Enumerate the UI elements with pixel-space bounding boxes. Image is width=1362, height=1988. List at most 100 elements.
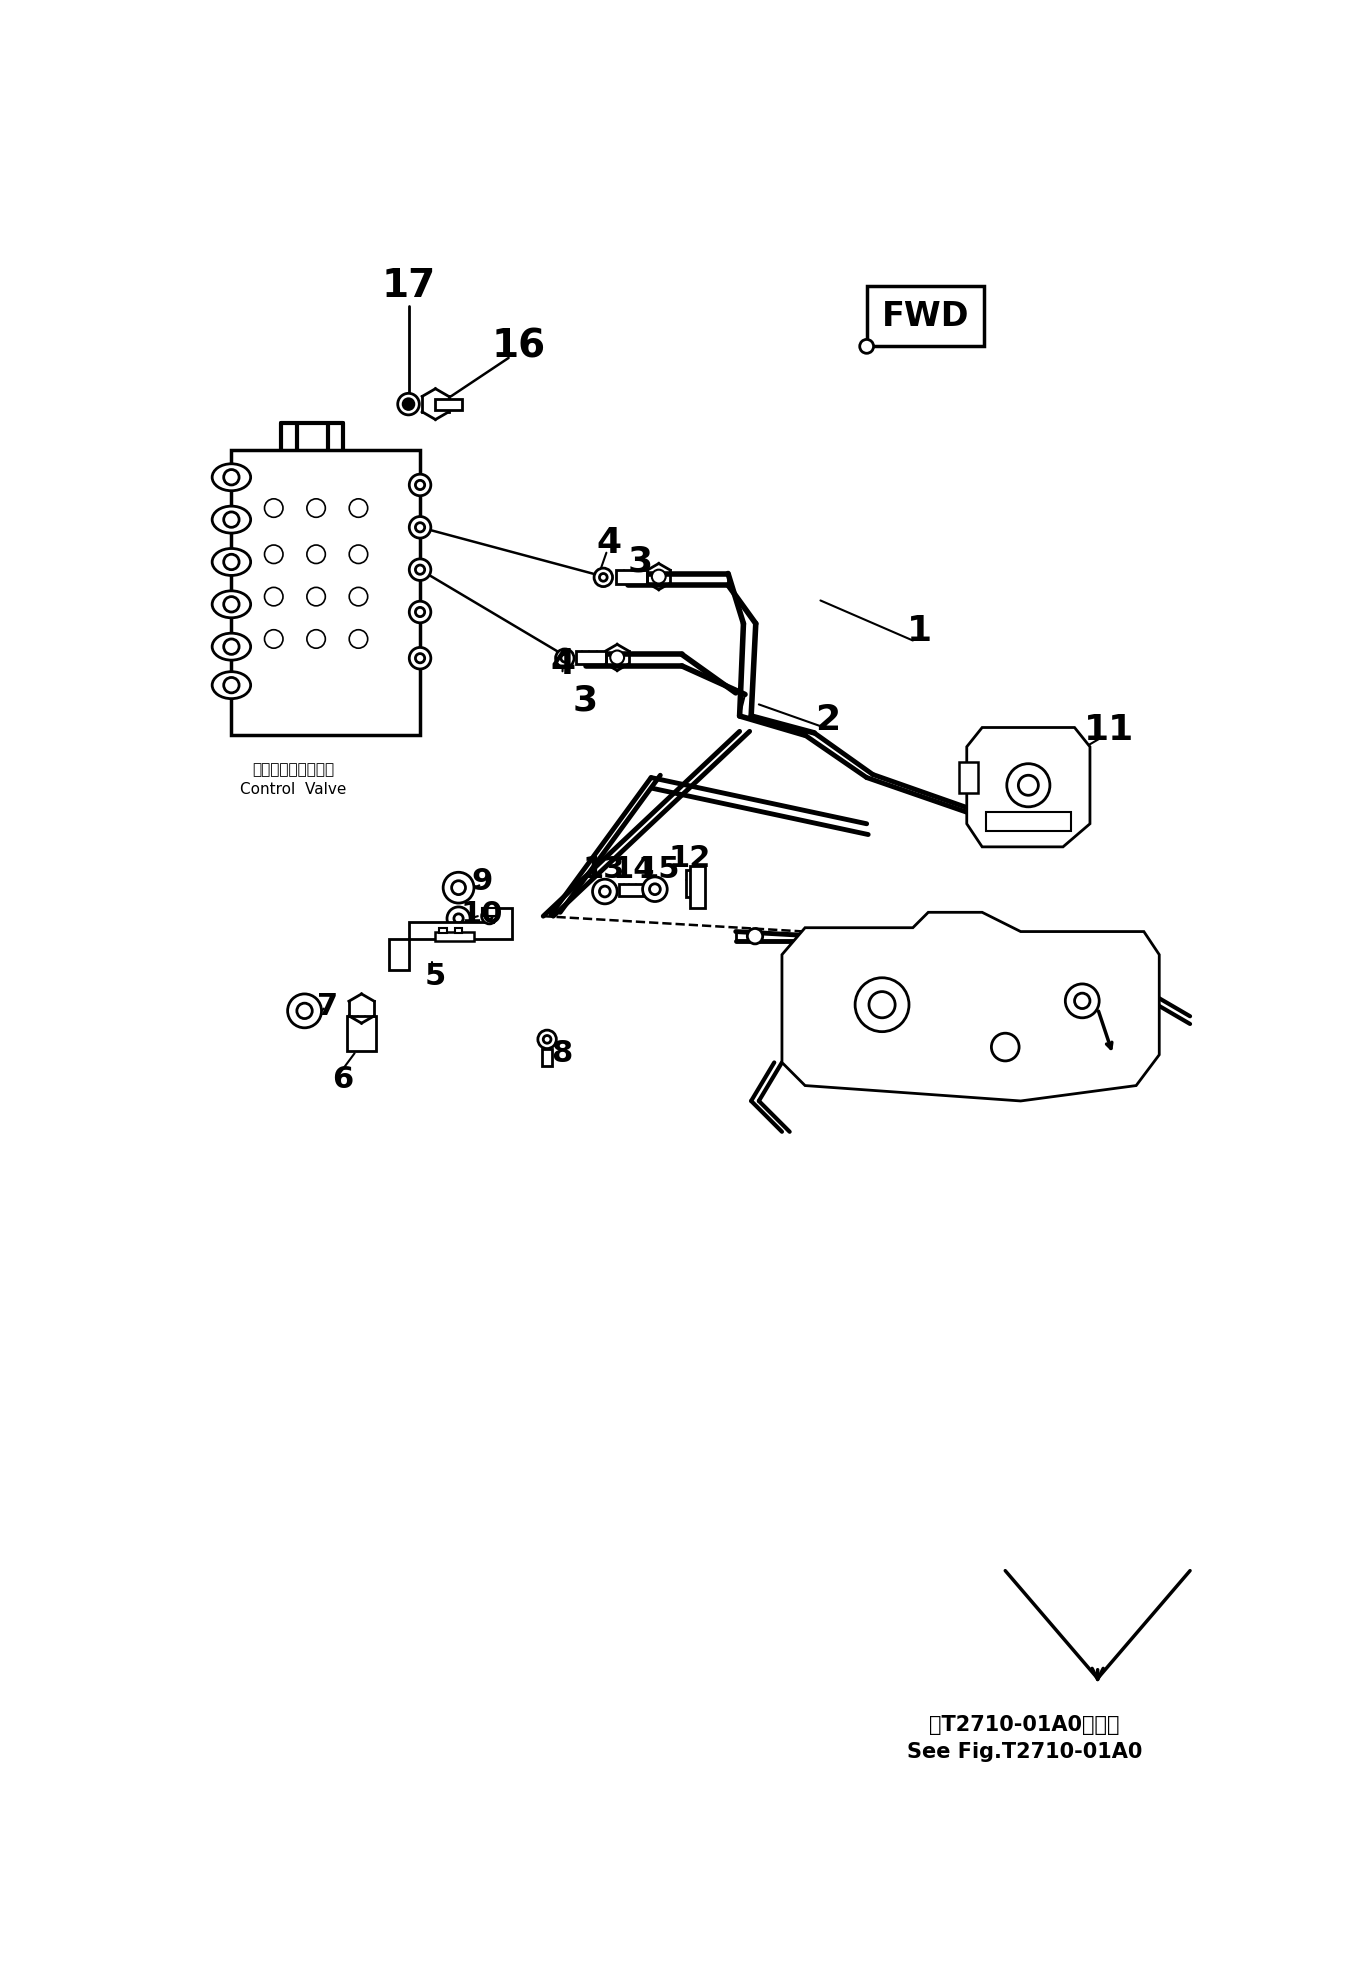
- Text: 3: 3: [628, 545, 652, 579]
- Circle shape: [349, 545, 368, 563]
- Ellipse shape: [212, 672, 251, 698]
- Circle shape: [287, 994, 321, 1028]
- Bar: [232, 451, 419, 736]
- Text: 6: 6: [332, 1066, 354, 1093]
- Circle shape: [415, 565, 425, 575]
- Circle shape: [452, 881, 466, 895]
- Ellipse shape: [212, 507, 251, 533]
- Bar: [482, 909, 497, 916]
- Text: 5: 5: [425, 962, 447, 990]
- Circle shape: [223, 678, 240, 694]
- Circle shape: [223, 469, 240, 485]
- Text: 9: 9: [471, 867, 492, 897]
- Circle shape: [415, 654, 425, 662]
- Circle shape: [454, 914, 463, 922]
- Circle shape: [594, 569, 613, 586]
- Text: Control  Valve: Control Valve: [240, 781, 346, 797]
- Circle shape: [992, 1034, 1019, 1062]
- Text: FWD: FWD: [881, 300, 968, 332]
- Circle shape: [223, 555, 240, 571]
- Text: 15: 15: [637, 855, 680, 885]
- Circle shape: [297, 1004, 312, 1018]
- Circle shape: [415, 481, 425, 489]
- Text: 11: 11: [1084, 714, 1135, 747]
- Bar: [866, 286, 983, 346]
- Circle shape: [599, 573, 607, 580]
- Text: 12: 12: [669, 845, 711, 873]
- Bar: [347, 1016, 376, 1052]
- Bar: [542, 1048, 553, 1066]
- Text: 8: 8: [552, 1038, 572, 1068]
- Circle shape: [306, 630, 326, 648]
- Bar: [617, 571, 647, 584]
- Circle shape: [652, 571, 666, 584]
- Bar: [455, 928, 463, 932]
- Circle shape: [409, 648, 430, 670]
- Circle shape: [443, 873, 474, 903]
- Text: 1: 1: [907, 614, 932, 648]
- Circle shape: [349, 630, 368, 648]
- Circle shape: [223, 638, 240, 654]
- Text: 14: 14: [613, 855, 655, 885]
- Circle shape: [409, 517, 430, 539]
- Polygon shape: [782, 912, 1159, 1101]
- Circle shape: [409, 559, 430, 580]
- Circle shape: [409, 475, 430, 495]
- Bar: [986, 813, 1071, 831]
- Circle shape: [1019, 775, 1038, 795]
- Text: 10: 10: [460, 901, 503, 928]
- Text: 7: 7: [317, 992, 338, 1020]
- Circle shape: [1007, 763, 1050, 807]
- Circle shape: [349, 586, 368, 606]
- Circle shape: [543, 1036, 552, 1044]
- Circle shape: [264, 545, 283, 563]
- Circle shape: [223, 511, 240, 527]
- Circle shape: [599, 887, 610, 897]
- Text: 17: 17: [381, 266, 436, 306]
- Circle shape: [415, 523, 425, 533]
- Circle shape: [748, 928, 763, 944]
- Circle shape: [306, 586, 326, 606]
- Text: 第T2710-01A0図参照: 第T2710-01A0図参照: [929, 1716, 1120, 1736]
- Circle shape: [409, 600, 430, 622]
- Bar: [436, 932, 474, 940]
- Circle shape: [264, 586, 283, 606]
- Circle shape: [1075, 994, 1090, 1008]
- Text: コントロールバルブ: コントロールバルブ: [252, 761, 334, 777]
- Circle shape: [403, 400, 414, 410]
- Text: 2: 2: [816, 704, 840, 738]
- Circle shape: [556, 648, 573, 668]
- Polygon shape: [390, 909, 512, 970]
- Bar: [440, 928, 447, 932]
- Circle shape: [561, 654, 569, 662]
- Ellipse shape: [212, 634, 251, 660]
- Bar: [618, 885, 643, 897]
- Text: 16: 16: [492, 328, 546, 366]
- Circle shape: [306, 545, 326, 563]
- Circle shape: [855, 978, 908, 1032]
- Text: 3: 3: [573, 684, 598, 718]
- Circle shape: [447, 907, 470, 930]
- Bar: [685, 871, 701, 897]
- Text: See Fig.T2710-01A0: See Fig.T2710-01A0: [907, 1741, 1143, 1761]
- Text: 4: 4: [597, 527, 621, 561]
- Circle shape: [1065, 984, 1099, 1018]
- Bar: [576, 650, 606, 664]
- Circle shape: [264, 499, 283, 517]
- Ellipse shape: [212, 549, 251, 575]
- Circle shape: [398, 394, 419, 415]
- Circle shape: [859, 340, 873, 354]
- Circle shape: [869, 992, 895, 1018]
- Circle shape: [306, 499, 326, 517]
- Circle shape: [486, 912, 493, 918]
- Ellipse shape: [212, 590, 251, 618]
- Text: 13: 13: [582, 855, 625, 885]
- Bar: [959, 761, 978, 793]
- Polygon shape: [967, 728, 1090, 847]
- Circle shape: [643, 877, 667, 901]
- Circle shape: [264, 630, 283, 648]
- Ellipse shape: [212, 463, 251, 491]
- Circle shape: [650, 885, 661, 895]
- Bar: [436, 400, 463, 410]
- Circle shape: [482, 909, 497, 924]
